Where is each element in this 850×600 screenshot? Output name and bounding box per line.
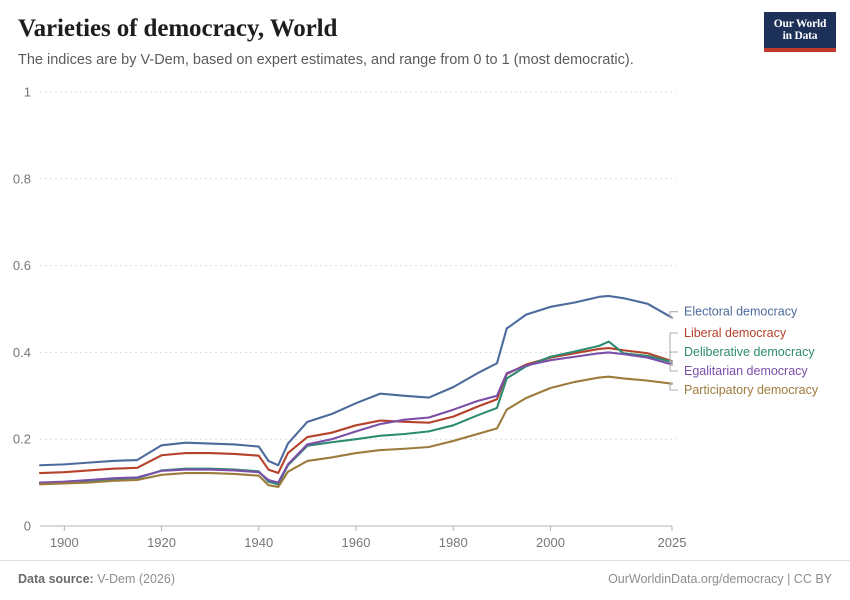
legend-connector (669, 383, 678, 391)
logo-line-2: in Data (782, 30, 818, 42)
y-axis-tick-label: 0.6 (13, 258, 31, 273)
legend-label-electoral-democracy[interactable]: Electoral democracy (684, 305, 798, 319)
chart-subtitle: The indices are by V-Dem, based on exper… (18, 52, 634, 68)
y-axis-tick-label: 0.8 (13, 171, 31, 186)
x-axis-tick-label: 1960 (342, 535, 371, 550)
legend-connector (669, 332, 678, 362)
x-axis-tick-label: 1980 (439, 535, 468, 550)
legend-connector (669, 351, 678, 363)
legend-connector (669, 364, 678, 372)
series-line-participatory-democracy (38, 375, 674, 488)
data-source-label: Data source: (18, 572, 94, 586)
owid-logo[interactable]: Our World in Data (764, 12, 836, 52)
series-line-liberal-democracy (38, 347, 674, 475)
x-axis-tick-label: 1920 (147, 535, 176, 550)
legend-label-egalitarian-democracy[interactable]: Egalitarian democracy (684, 364, 808, 378)
data-source-value: V-Dem (2026) (97, 572, 176, 586)
chart-header: Varieties of democracy, World The indice… (0, 0, 850, 70)
series-line-egalitarian-democracy (38, 351, 674, 484)
logo-line-1: Our World (773, 17, 827, 30)
chart-plot-area: 0 0.2 0.4 0.6 0.8 1 1900 1920 1940 1960 1980 2000 20… (0, 74, 850, 554)
x-axis-tick-label: 1900 (50, 535, 79, 550)
legend-label-participatory-democracy[interactable]: Participatory democracy (684, 383, 819, 397)
y-axis-tick-label: 1 (24, 85, 31, 100)
series-line-electoral-democracy (38, 294, 674, 467)
attribution-link[interactable]: OurWorldinData.org/democracy | CC BY (608, 572, 832, 586)
y-axis-tick-label: 0.4 (13, 345, 31, 360)
legend-connector (669, 311, 678, 319)
x-axis-tick-label: 1940 (244, 535, 273, 550)
legend-label-liberal-democracy[interactable]: Liberal democracy (684, 326, 787, 340)
x-axis-tick-label: 2000 (536, 535, 565, 550)
legend-label-deliberative-democracy[interactable]: Deliberative democracy (684, 345, 815, 359)
line-chart: 0 0.2 0.4 0.6 0.8 1 1900 1920 1940 1960 1980 2000 20… (13, 85, 819, 551)
page-title: Varieties of democracy, World (18, 15, 338, 42)
chart-footer: Data source: V-Dem (2026) OurWorldinData… (0, 560, 850, 600)
y-axis-tick-label: 0 (24, 519, 31, 534)
series-line-deliberative-democracy (38, 340, 674, 486)
data-source: Data source: V-Dem (2026) (18, 572, 175, 586)
x-axis-tick-label: 2025 (658, 535, 687, 550)
y-axis-tick-label: 0.2 (13, 432, 31, 447)
